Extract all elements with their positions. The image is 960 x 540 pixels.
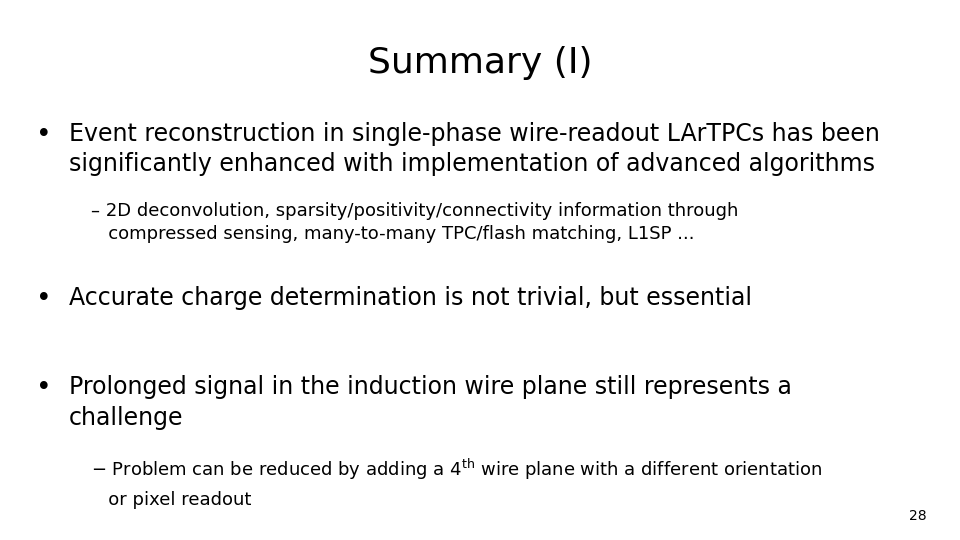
- Text: •: •: [36, 375, 52, 401]
- Text: •: •: [36, 122, 52, 147]
- Text: •: •: [36, 286, 52, 312]
- Text: $-$ Problem can be reduced by adding a 4$^{\mathregular{th}}$ wire plane with a : $-$ Problem can be reduced by adding a 4…: [91, 456, 823, 482]
- Text: or pixel readout: or pixel readout: [91, 491, 252, 509]
- Text: 28: 28: [909, 509, 926, 523]
- Text: Prolonged signal in the induction wire plane still represents a
challenge: Prolonged signal in the induction wire p…: [69, 375, 792, 430]
- Text: Summary (I): Summary (I): [368, 46, 592, 80]
- Text: – 2D deconvolution, sparsity/positivity/connectivity information through
   comp: – 2D deconvolution, sparsity/positivity/…: [91, 202, 738, 244]
- Text: Accurate charge determination is not trivial, but essential: Accurate charge determination is not tri…: [69, 286, 752, 310]
- Text: Event reconstruction in single-phase wire-readout LArTPCs has been
significantly: Event reconstruction in single-phase wir…: [69, 122, 880, 176]
